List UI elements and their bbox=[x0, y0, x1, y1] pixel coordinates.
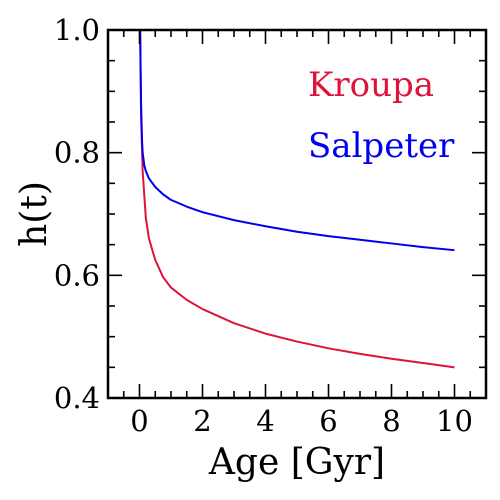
series-layer bbox=[139, 29, 455, 369]
legend-label-salpeter: Salpeter bbox=[308, 126, 455, 166]
series-line-kroupa bbox=[139, 29, 455, 369]
plot-frame bbox=[106, 28, 488, 400]
x-tick-label: 10 bbox=[436, 404, 473, 438]
legend: Kroupa Salpeter bbox=[308, 65, 455, 166]
y-tick-label: 0.4 bbox=[54, 381, 100, 415]
series-line-salpeter bbox=[139, 29, 455, 252]
labels-layer: 0 2 4 6 8 10 0.4 0.6 0.8 1.0 bbox=[54, 13, 473, 438]
x-tick-label: 0 bbox=[130, 404, 148, 438]
y-tick-label: 0.8 bbox=[54, 136, 100, 170]
x-axis-title: Age [Gyr] bbox=[208, 442, 385, 483]
y-tick-label: 0.6 bbox=[54, 258, 100, 292]
x-tick-label: 2 bbox=[193, 404, 211, 438]
y-tick-label: 1.0 bbox=[54, 13, 100, 47]
x-tick-label: 4 bbox=[256, 404, 274, 438]
legend-label-kroupa: Kroupa bbox=[308, 65, 434, 105]
x-tick-label: 8 bbox=[382, 404, 400, 438]
x-tick-label: 6 bbox=[319, 404, 337, 438]
y-axis-title: h(t) bbox=[14, 181, 55, 247]
